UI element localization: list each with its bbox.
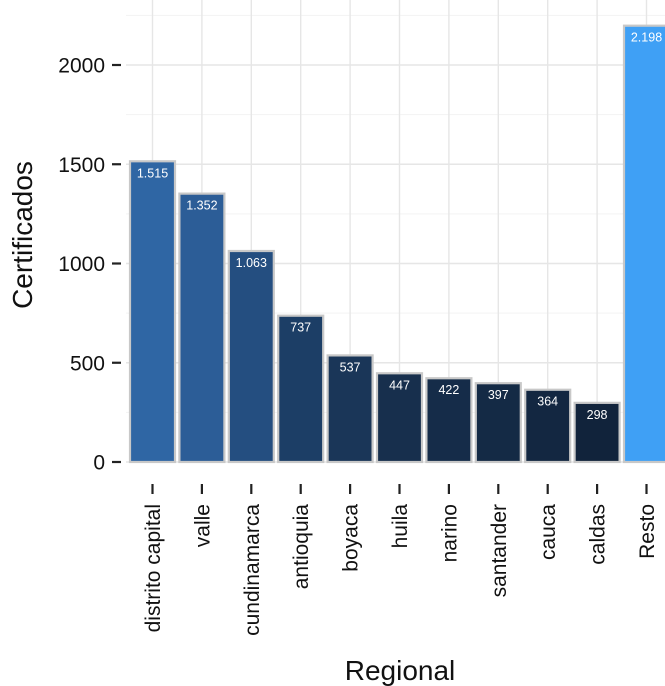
x-tick-label: distrito capital [142,504,165,632]
data-label: 298 [587,408,608,422]
y-tick-label: 1500 [58,154,105,177]
bars [128,24,665,464]
bar-valle [178,192,226,464]
bar-boyaca [326,354,374,464]
bar-huila [375,372,424,464]
data-label: 1.352 [186,199,217,213]
x-tick-label: santander [488,504,511,597]
bar-cundinamarca [227,249,275,464]
x-tick-label: antioquia [290,504,313,590]
x-tick-label: huila [389,504,412,549]
x-axis-title: Regional [345,655,456,686]
bar-cauca [524,388,572,464]
data-label: 1.063 [236,256,267,270]
x-tick-label: valle [191,504,214,547]
bar-Resto [622,24,665,464]
bar-narino [425,377,473,464]
x-tick-label: cauca [537,504,560,560]
y-tick-label: 500 [70,352,105,375]
data-label: 397 [488,388,509,402]
bar-distrito-capital [128,160,177,464]
y-axis-title: Certificados [7,161,38,309]
x-tick-label: narino [438,504,461,562]
bar-antioquia [277,314,325,464]
x-axis: distrito capital valle cundinamarca antioqu… [142,484,659,636]
bar-caldas [573,401,621,464]
data-label: 364 [537,395,558,409]
x-tick-label: Resto [636,504,659,559]
x-tick-label: caldas [587,504,610,565]
x-tick-label: boyaca [340,504,363,572]
y-tick-label: 2000 [58,55,105,78]
data-label: 537 [340,360,361,374]
data-labels: 1.515 1.352 1.063 737 537 447 422 397 364 298 2.19… [137,31,662,422]
bar-santander [474,382,522,464]
data-label: 422 [438,383,459,397]
x-tick-label: cundinamarca [241,504,264,636]
data-label: 2.198 [631,31,662,45]
y-axis: 0 500 1000 1500 2000 [58,55,121,475]
data-label: 737 [290,321,311,335]
data-label: 447 [389,378,410,392]
y-tick-label: 0 [93,452,105,475]
data-label: 1.515 [137,166,168,180]
y-tick-label: 1000 [58,253,105,276]
